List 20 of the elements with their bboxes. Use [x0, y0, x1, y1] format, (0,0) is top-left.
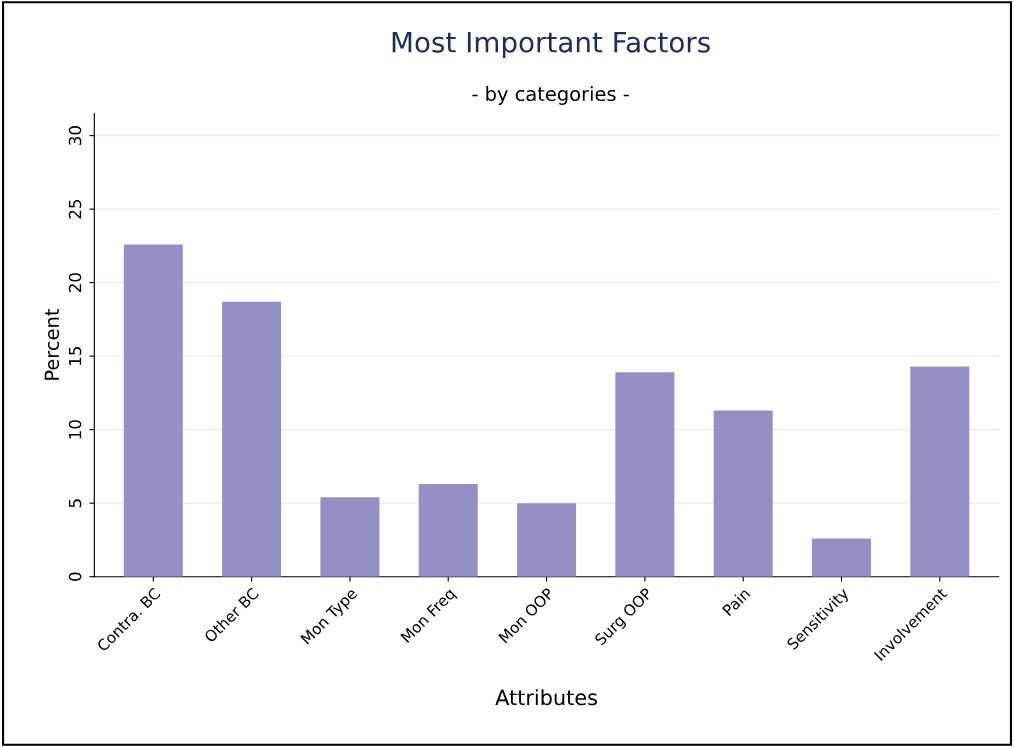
- y-tick-label: 25: [68, 199, 82, 219]
- y-tick-label: 5: [68, 499, 82, 508]
- bar: [123, 244, 183, 577]
- y-tick-label: 15: [68, 346, 82, 365]
- y-tick-label: 30: [68, 126, 82, 145]
- y-axis-title: Percent: [44, 309, 60, 380]
- bar: [517, 503, 577, 577]
- y-tick-label: 10: [68, 420, 82, 439]
- bar: [811, 538, 871, 577]
- bar: [418, 484, 478, 577]
- chart-subtitle: - by categories -: [472, 86, 629, 105]
- bar: [615, 372, 675, 577]
- bar: [320, 497, 380, 577]
- chart-title: Most Important Factors: [392, 32, 710, 59]
- x-axis-title: Attributes: [495, 689, 597, 706]
- y-tick-label: 20: [68, 273, 82, 293]
- bar: [222, 301, 282, 577]
- bar: [910, 366, 970, 577]
- y-tick-label: 0: [68, 572, 82, 581]
- bar: [713, 410, 773, 577]
